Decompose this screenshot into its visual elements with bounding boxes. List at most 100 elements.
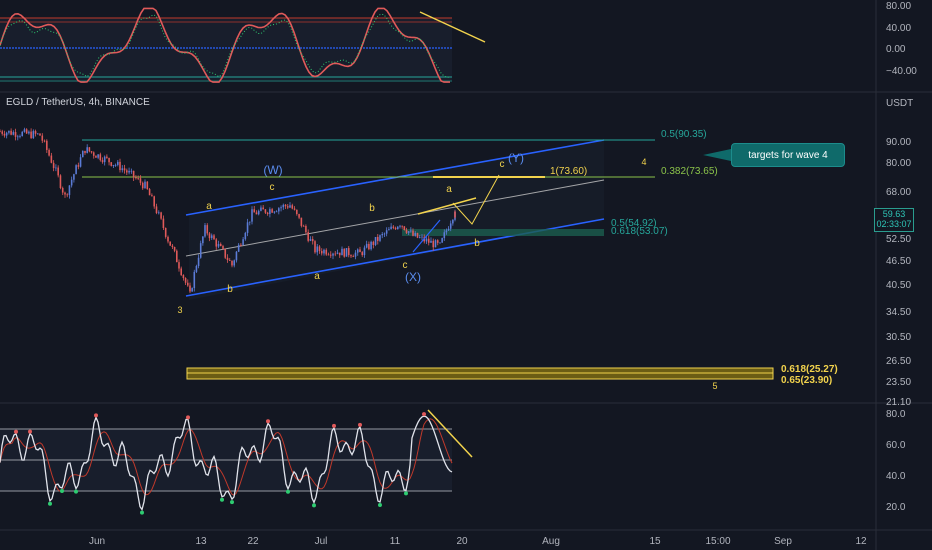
fib-label-0.618-zone: 0.618(25.27): [781, 364, 838, 375]
candle-body: [5, 132, 8, 136]
candle-body: [3, 133, 6, 136]
candle-body: [146, 181, 149, 190]
candle-body: [139, 178, 142, 183]
candle-body: [436, 240, 439, 243]
candle-body: [412, 230, 414, 236]
bottom-osc-tick-label: 20.0: [886, 502, 906, 513]
candle-body: [155, 206, 158, 214]
candle-body: [405, 229, 408, 233]
osc-trough-marker: [230, 500, 234, 505]
wave-label: b: [369, 203, 375, 214]
candle-body: [148, 189, 151, 196]
time-tick-label: 12: [855, 536, 867, 547]
fib-label-0.65-zone: 0.65(23.90): [781, 375, 832, 386]
candle-body: [121, 168, 124, 171]
candle-body: [36, 133, 39, 135]
time-tick-label: 20: [456, 536, 468, 547]
price-tick-label: 80.00: [886, 158, 911, 169]
osc-trough-marker: [48, 501, 52, 506]
candle-body: [14, 132, 17, 137]
osc-peak-marker: [14, 429, 18, 434]
candle-body: [242, 239, 244, 245]
candle-body: [244, 232, 247, 240]
bottom-osc-markers: [14, 412, 426, 515]
candle-body: [119, 161, 121, 171]
candle-body: [132, 170, 135, 178]
candle-body: [193, 271, 196, 289]
candle-body: [269, 209, 271, 214]
bottom-osc-y-axis: 80.0 60.0 40.0 20.0: [886, 409, 906, 513]
candle-body: [394, 227, 397, 230]
candle-body: [128, 170, 130, 173]
candle-body: [95, 155, 97, 158]
time-tick-label: Jul: [315, 536, 328, 547]
candle-body: [410, 230, 412, 232]
time-tick-label: 15: [649, 536, 661, 547]
candle-body: [219, 244, 222, 247]
candle-body: [10, 130, 12, 135]
candle-body: [171, 245, 174, 248]
candle-body: [309, 239, 312, 241]
targets-callout[interactable]: targets for wave 4: [731, 143, 845, 167]
bottom-osc-ma-line: [0, 418, 453, 496]
candle-body: [260, 207, 262, 211]
candle-body: [164, 227, 167, 237]
candle-body: [441, 238, 443, 243]
candle-body: [46, 140, 48, 150]
top-osc-tick-label: 40.00: [886, 23, 911, 34]
candle-body: [246, 222, 249, 233]
fib-zone-0.5-0.618: [402, 229, 604, 236]
candle-body: [374, 236, 377, 245]
candle-body: [302, 225, 305, 227]
candle-body: [141, 182, 144, 189]
candle-body: [329, 254, 332, 256]
candle-body: [215, 239, 218, 247]
osc-peak-marker: [332, 423, 336, 428]
candle-body: [399, 225, 401, 227]
candle-body: [208, 233, 211, 239]
candle-body: [50, 155, 53, 163]
wave-label: a: [314, 271, 320, 282]
candle-body: [318, 246, 321, 252]
candle-body: [187, 282, 189, 286]
candle-body: [180, 268, 182, 276]
candle-body: [39, 133, 41, 136]
candle-body: [396, 226, 399, 230]
candle-body: [235, 251, 238, 261]
currency-label: USDT: [886, 98, 913, 109]
candle-body: [365, 243, 368, 248]
candle-body: [338, 252, 341, 256]
price-tick-label: 52.50: [886, 234, 911, 245]
osc-peak-marker: [358, 422, 362, 427]
candle-body: [307, 232, 309, 241]
candle-body: [264, 209, 267, 213]
candle-body: [173, 247, 176, 251]
candle-body: [231, 260, 233, 266]
osc-trough-marker: [404, 491, 408, 496]
wave-c-leg: [412, 219, 441, 253]
candle-body: [255, 212, 258, 215]
candle-body: [130, 170, 133, 172]
candle-body: [443, 232, 446, 239]
candle-body: [233, 260, 236, 266]
wave-label: (W): [263, 163, 282, 177]
candle-body: [343, 248, 346, 257]
candle-body: [151, 195, 153, 197]
callout-arrow: [703, 149, 731, 161]
candle-body: [289, 205, 291, 208]
candle-body: [240, 244, 242, 246]
top-oscillator-line: [0, 7, 450, 83]
candle-body: [284, 204, 287, 207]
candle-body: [213, 235, 215, 240]
candle-body: [21, 131, 24, 137]
top-oscillator-panel: [0, 7, 486, 83]
candle-body: [430, 240, 432, 243]
projection-path: [452, 174, 500, 225]
candle-body: [123, 168, 126, 171]
candle-body: [79, 157, 82, 167]
candle-body: [418, 237, 421, 238]
price-tick-label: 46.50: [886, 256, 911, 267]
candle-body: [414, 233, 417, 236]
candle-body: [300, 217, 303, 226]
time-tick-label: Aug: [542, 536, 560, 547]
